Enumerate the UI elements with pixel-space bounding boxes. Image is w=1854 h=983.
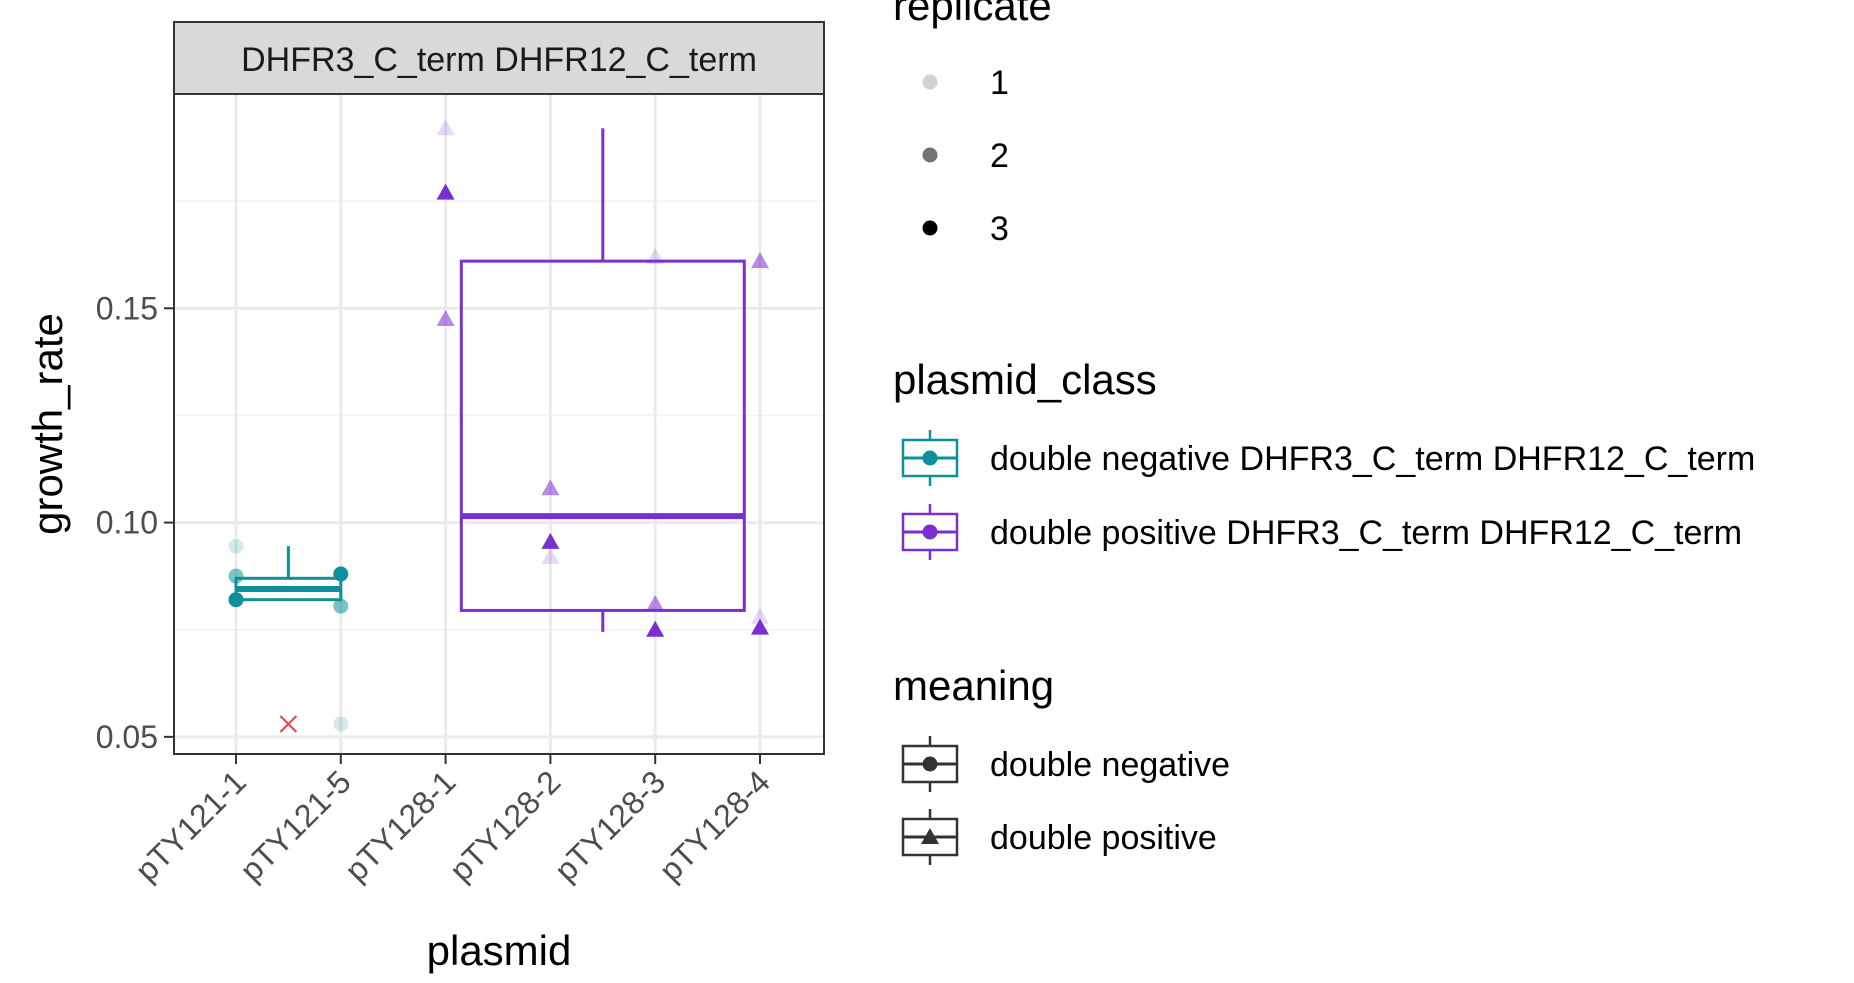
legend-plasmid-class-label: double positive DHFR3_C_term DHFR12_C_te…: [990, 514, 1742, 552]
data-point-circle: [228, 568, 244, 584]
legends: replicate plasmid_class meaning 1 2 3 doubl…: [893, 0, 1755, 865]
legend-replicate-key: [922, 220, 938, 236]
legend-box-point: [922, 756, 938, 772]
legend-replicate-key: [922, 74, 938, 90]
legend-plasmid-class-title: plasmid_class: [893, 356, 1157, 403]
plot-panel: [174, 94, 824, 754]
legend-meaning-title: meaning: [893, 662, 1054, 709]
data-point-circle: [333, 566, 349, 582]
data-point-triangle: [751, 252, 769, 269]
legend-meaning-label: double positive: [990, 819, 1217, 857]
legend-box-point: [922, 450, 938, 466]
legend-replicate-label: 1: [990, 64, 1009, 102]
facet-strip: [173, 21, 825, 95]
outlier-marker: [279, 715, 298, 733]
x-tick-label: pTY128-3: [547, 763, 672, 888]
box-iqr: [459, 259, 746, 612]
x-axis-title: plasmid: [427, 927, 572, 974]
panel-border: [173, 93, 825, 755]
x-tick-label: pTY121-1: [128, 763, 253, 888]
y-axis-title: growth_rate: [24, 313, 71, 535]
y-tick-label: 0.15: [96, 290, 158, 326]
data-point-triangle: [436, 183, 455, 200]
legend-plasmid-class-label: double negative DHFR3_C_term DHFR12_C_te…: [990, 440, 1755, 478]
facet-label: DHFR3_C_term DHFR12_C_term: [241, 41, 757, 79]
legend-replicate-label: 3: [990, 210, 1009, 248]
x-tick-label: pTY128-2: [443, 763, 568, 888]
data-point-triangle: [436, 310, 455, 326]
data-point-triangle: [541, 547, 560, 564]
x-tick-label: pTY121-5: [233, 763, 358, 888]
data-point-triangle: [541, 479, 560, 496]
data-point-circle: [333, 716, 349, 732]
data-point-triangle: [541, 532, 560, 549]
data-point-triangle: [646, 595, 665, 611]
data-points: [228, 119, 769, 733]
gridlines: [174, 94, 824, 754]
x-tick-label: pTY128-1: [338, 763, 463, 888]
legend-box-point: [921, 828, 939, 844]
legend-replicate-key: [922, 147, 938, 163]
data-point-triangle: [646, 247, 665, 264]
legend-replicate-label: 2: [990, 137, 1009, 175]
boxes: [234, 128, 746, 632]
legend-box-point: [922, 524, 938, 540]
data-point-triangle: [436, 119, 455, 136]
y-tick-label: 0.05: [96, 719, 158, 755]
x-axis: pTY121-1pTY121-5pTY128-1pTY128-2pTY128-3…: [128, 754, 777, 888]
y-tick-label: 0.10: [96, 505, 158, 541]
data-point-triangle: [646, 620, 665, 637]
data-point-circle: [228, 592, 244, 608]
data-point-circle: [228, 538, 244, 554]
legend-meaning-label: double negative: [990, 746, 1230, 784]
data-point-circle: [333, 598, 349, 614]
x-tick-label: pTY128-4: [652, 763, 777, 888]
y-axis: 0.05 0.10 0.15: [96, 290, 174, 755]
data-point-triangle: [751, 618, 769, 635]
data-point-triangle: [751, 607, 769, 624]
legend-replicate-title: replicate: [893, 0, 1052, 29]
